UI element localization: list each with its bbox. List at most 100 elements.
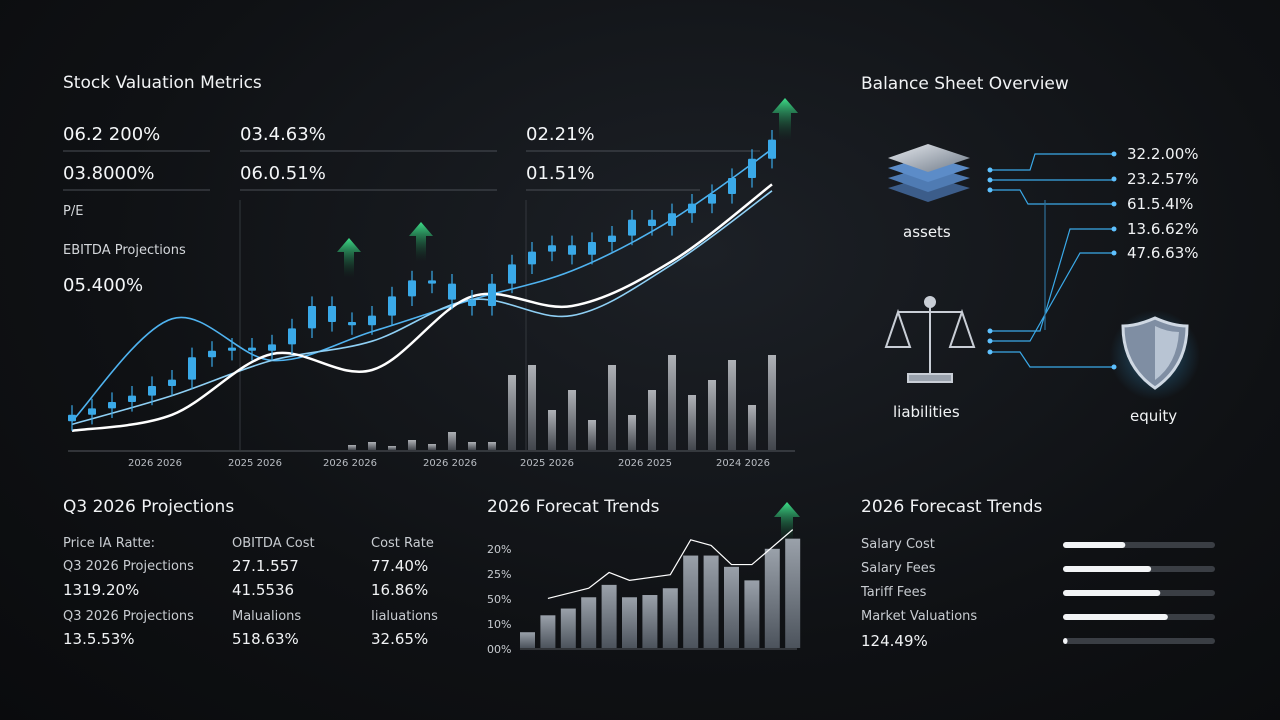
volume-bar (628, 415, 636, 450)
bar (683, 555, 699, 648)
candle-body (88, 408, 96, 415)
table-cell: 32.65% (371, 630, 429, 648)
trend-line (71, 190, 773, 426)
metric: 06.2 200% (63, 124, 161, 145)
equity-icon-shade (1155, 326, 1179, 380)
candle-body (388, 296, 396, 316)
icon-label: equity (1130, 407, 1178, 425)
table-cell: Cost Rate (371, 536, 434, 551)
icon-label: assets (903, 223, 951, 241)
candle-body (68, 414, 76, 422)
candle-body (148, 386, 156, 396)
candle-body (348, 322, 356, 326)
label: EBITDA Projections (63, 243, 186, 258)
candle-body (128, 395, 136, 402)
bar (560, 608, 576, 648)
bar (601, 584, 617, 648)
candle-body (568, 245, 576, 255)
section-title: 2026 Forecat Trends (487, 497, 660, 517)
x-tick-label: 2025 2026 (228, 458, 282, 469)
candle-body (488, 283, 496, 306)
table-cell: 1319.20% (63, 581, 140, 599)
volume-bar (508, 375, 516, 450)
bar (540, 615, 556, 648)
bar (703, 555, 719, 648)
candle-body (368, 315, 376, 326)
table-cell: 13.5.53% (63, 630, 135, 648)
bar (622, 597, 637, 648)
trend-arrows (337, 98, 800, 543)
table-cell: OBITDA Cost (232, 536, 315, 551)
trend-line (71, 148, 773, 422)
metric: 03.8000% (63, 163, 155, 184)
volume-bar (708, 380, 716, 450)
candle-body (248, 347, 256, 351)
x-tick-label: 2026 2025 (618, 458, 672, 469)
volume-bar (688, 395, 696, 450)
progress-fill (1063, 566, 1152, 572)
volume-bar (528, 365, 536, 450)
volume-bar (368, 442, 376, 450)
bar (724, 566, 739, 648)
volume-bar (468, 442, 476, 450)
volume-bar (448, 432, 456, 450)
balance-value: 32.2.00% (1127, 145, 1199, 163)
candle-body (468, 299, 476, 306)
volume-bar (548, 410, 556, 450)
axis-label: 10% (487, 618, 511, 631)
volume-bar (568, 390, 576, 450)
progress-fill (1063, 614, 1168, 620)
table-cell: Q3 2026 Projections (63, 609, 194, 624)
volume-bar (488, 442, 496, 450)
assets-icon (888, 144, 970, 202)
volume-bar (408, 440, 416, 450)
trend-line (547, 529, 794, 599)
trend-label: Tariff Fees (861, 585, 927, 600)
candle-body (408, 280, 416, 297)
candle-body (328, 306, 336, 322)
section-title: 2026 Forecast Trends (861, 497, 1043, 517)
connector-dots (987, 151, 1117, 370)
metric: 02.21% (526, 124, 595, 145)
bar (785, 538, 801, 648)
volume-bar (588, 420, 596, 450)
table-cell: Price IA Ratte: (63, 536, 155, 551)
bar (744, 580, 760, 648)
trend-label: Market Valuations (861, 609, 978, 624)
candle-body (648, 219, 656, 226)
progress-fill (1063, 542, 1126, 548)
section-title: Q3 2026 Projections (63, 497, 235, 517)
balance-value: 61.5.4I% (1127, 195, 1194, 213)
candle-body (288, 328, 296, 345)
table-cell: 518.63% (232, 630, 299, 648)
volume-bar (608, 365, 616, 450)
candle-body (208, 350, 216, 358)
table-cell: Malualions (232, 609, 302, 624)
bar (520, 632, 535, 648)
table-cell: 27.1.557 (232, 557, 299, 575)
candle-body (188, 357, 196, 380)
volume-bar (428, 444, 436, 450)
liabilities-icon (884, 296, 976, 383)
x-tick-label: 2024 2026 (716, 458, 770, 469)
trend-line (71, 183, 773, 433)
volume-bar (728, 360, 736, 450)
metric: 03.4.63% (240, 124, 326, 145)
volume-bar (748, 405, 756, 450)
table-cell: 16.86% (371, 581, 429, 599)
candle-body (628, 219, 636, 236)
bar (642, 595, 658, 648)
candle-body (528, 251, 536, 265)
progress-track (1063, 638, 1215, 644)
bar (581, 597, 597, 648)
candle-body (608, 235, 616, 242)
label: P/E (63, 204, 84, 219)
table-cell: 41.5536 (232, 581, 295, 599)
connectors (990, 153, 1112, 368)
volume-bar (768, 355, 776, 450)
volume-bar (668, 355, 676, 450)
trend-label: Salary Cost (861, 537, 935, 552)
candle-body (668, 213, 676, 226)
volume-bar (348, 445, 356, 450)
